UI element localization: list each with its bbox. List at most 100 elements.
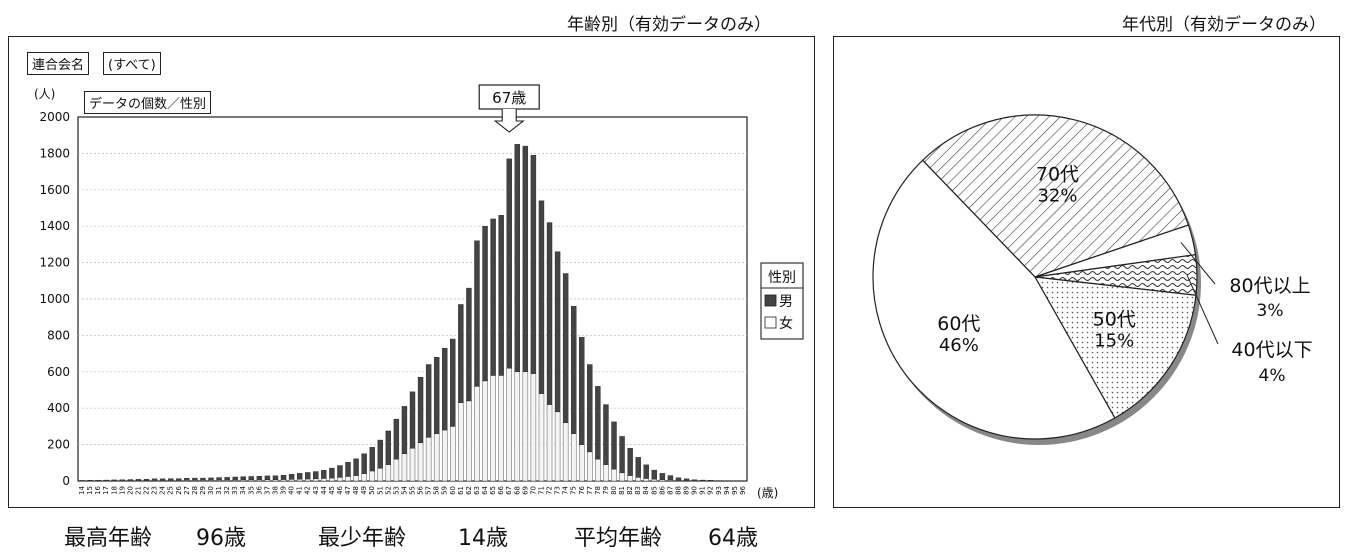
bar-male — [482, 225, 488, 382]
bar-male — [498, 215, 504, 376]
x-tick-label: 17 — [102, 486, 110, 495]
bar-female — [337, 477, 343, 482]
data-field-label[interactable]: データの個数／性別 — [84, 91, 212, 114]
legend-swatch-male — [764, 294, 777, 307]
bar-female — [522, 371, 529, 482]
x-tick-label: 30 — [207, 486, 215, 495]
min-age-value: 14歳 — [458, 526, 508, 551]
x-tick-label: 64 — [481, 485, 489, 494]
bar-male — [264, 475, 271, 480]
bar-male — [224, 477, 230, 481]
legend-title: 性別 — [768, 270, 796, 286]
bar-male — [409, 391, 416, 449]
bar-male — [296, 473, 303, 480]
y-tick-label: 0 — [62, 474, 70, 488]
bar-female — [651, 478, 658, 482]
y-tick-label: 1600 — [39, 183, 70, 197]
bar-male — [369, 447, 375, 472]
x-tick-label: 44 — [320, 485, 328, 494]
x-tick-label: 40 — [288, 486, 296, 495]
bar-female — [579, 444, 585, 482]
x-tick-label: 34 — [239, 485, 247, 494]
y-tick-label: 1800 — [39, 146, 70, 160]
x-tick-label: 39 — [280, 486, 288, 495]
x-tick-label: 67 — [505, 486, 513, 495]
bar-male — [208, 477, 214, 481]
x-tick-label: 41 — [296, 486, 304, 495]
bar-male — [256, 476, 263, 481]
bar-male — [280, 474, 287, 480]
x-tick-label: 55 — [409, 486, 417, 495]
bar-female — [433, 433, 440, 482]
x-tick-label: 51 — [376, 486, 384, 495]
bar-male — [288, 474, 295, 480]
bar-male — [611, 421, 617, 470]
filter-field-value[interactable]: (すべて) — [103, 52, 161, 75]
x-tick-label: 94 — [723, 485, 731, 494]
bar-male — [353, 458, 359, 476]
x-tick-label: 75 — [570, 486, 578, 495]
bar-male — [232, 476, 238, 481]
x-tick-label: 23 — [151, 486, 159, 495]
bar-female — [441, 429, 448, 482]
bar-female — [611, 468, 617, 482]
bar-male — [305, 472, 311, 480]
bar-female — [514, 371, 521, 482]
bar-male — [313, 471, 319, 480]
bar-male — [530, 155, 537, 374]
x-tick-label: 21 — [134, 486, 142, 495]
bar-male — [393, 418, 400, 460]
bar-male — [272, 475, 279, 480]
bar-female — [490, 375, 496, 482]
x-tick-label: 95 — [731, 486, 739, 495]
x-tick-label: 84 — [642, 485, 650, 494]
x-tick-label: 24 — [159, 485, 167, 494]
x-tick-label: 35 — [247, 486, 255, 495]
leader-line — [1180, 242, 1216, 285]
min-age-label: 最少年齢 — [318, 526, 407, 551]
x-tick-label: 91 — [699, 486, 707, 495]
bar-male — [119, 479, 126, 481]
x-tick-label: 83 — [634, 486, 642, 495]
bar-female — [321, 478, 327, 482]
bar-female — [288, 479, 295, 482]
bar-male — [562, 273, 569, 423]
filter-field-label[interactable]: 連合会名 — [27, 52, 90, 75]
pie-value-label: 15% — [1094, 330, 1134, 351]
x-tick-label: 56 — [417, 485, 425, 494]
x-tick-label: 49 — [360, 486, 368, 495]
bar-male — [176, 478, 182, 481]
y-tick-label: 2000 — [39, 110, 70, 124]
bar-male — [200, 477, 206, 481]
y-tick-label: 200 — [47, 438, 70, 452]
bar-male — [103, 479, 109, 482]
avg-age-value: 64歳 — [708, 526, 758, 551]
x-tick-label: 18 — [110, 486, 118, 495]
x-tick-label: 47 — [344, 486, 352, 495]
bar-male — [95, 480, 101, 482]
pie-slice — [872, 159, 1116, 440]
bar-male — [699, 479, 706, 482]
bar-female — [482, 380, 488, 482]
x-tick-label: 33 — [231, 486, 239, 495]
bar-female — [562, 422, 569, 482]
bar-female — [450, 426, 456, 482]
pie-slice-label: 50代 — [1093, 308, 1136, 330]
bar-male — [579, 337, 585, 445]
peak-callout-label: 67歳 — [492, 89, 526, 107]
bar-male — [216, 477, 222, 481]
x-tick-label: 68 — [513, 486, 521, 495]
y-tick-label: 1400 — [39, 219, 70, 233]
bar-female — [474, 386, 480, 482]
bar-male — [143, 478, 150, 481]
bar-female — [619, 472, 625, 482]
x-tick-label: 46 — [336, 485, 344, 494]
bar-male — [522, 145, 529, 372]
pie-slice-label: 60代 — [937, 313, 980, 335]
bar-male — [401, 406, 408, 454]
decade-chart-title: 年代別（有効データのみ） — [1122, 15, 1326, 35]
bar-male — [595, 386, 601, 460]
bar-male — [361, 453, 367, 474]
bar-female — [627, 475, 633, 482]
